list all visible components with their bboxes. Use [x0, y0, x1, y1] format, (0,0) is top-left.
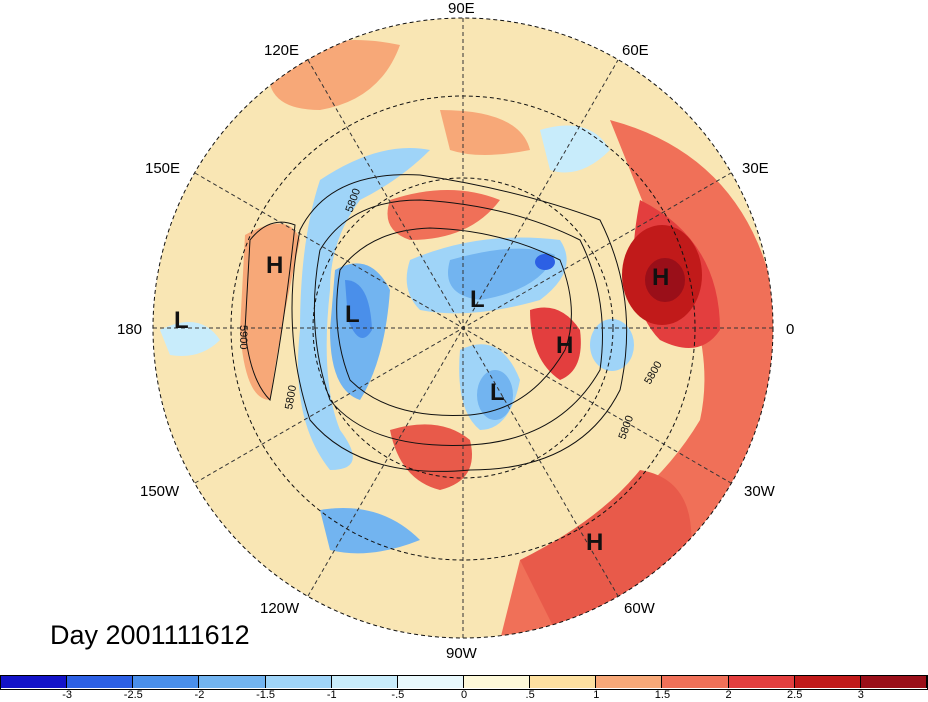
map-title: Day 2001111612 [50, 620, 250, 650]
colorbar-swatch [67, 675, 134, 688]
longitude-label: 150E [145, 160, 180, 177]
low-center-label: L [470, 286, 485, 313]
colorbar-tick-label: -1.5 [256, 689, 276, 701]
colorbar-swatch [530, 675, 597, 688]
colorbar-tick-label: 0 [460, 689, 468, 701]
colorbar-swatch [794, 675, 861, 688]
colorbar-tick-label: -.5 [391, 689, 405, 701]
colorbar-swatch [397, 675, 464, 688]
polar-stereographic-map: 5800 5900 5800 5800 5800 H L L L L H H H… [117, 0, 794, 662]
meridians [153, 18, 773, 638]
longitude-label: 90E [448, 0, 475, 17]
high-center-label: H [266, 252, 283, 279]
colorbar-swatch [199, 675, 266, 688]
colorbar-tick-label: 1 [593, 689, 600, 701]
low-center-label: L [174, 307, 189, 334]
colorbar-tick-label: 3 [857, 689, 864, 701]
colorbar-swatch [1, 675, 68, 688]
colorbar-tick-label: .5 [525, 689, 535, 701]
colorbar-swatch [331, 675, 398, 688]
colorbar-swatch [265, 675, 332, 688]
colorbar-swatch [133, 675, 200, 688]
colorbar-tick-label: 2.5 [787, 689, 803, 701]
colorbar-tick-label: 2 [725, 689, 732, 701]
longitude-label: 30W [744, 483, 776, 500]
longitude-label: 150W [140, 483, 180, 500]
colorbar-swatch [464, 675, 531, 688]
colorbar-tick-label: -2.5 [123, 689, 143, 701]
high-center-label: H [586, 529, 603, 556]
contour-label: 5800 [283, 384, 299, 410]
low-center-label: L [490, 379, 505, 406]
longitude-label: 90W [446, 645, 478, 662]
colorbar-swatch [728, 675, 795, 688]
colorbar: -3 -2.5 -2 -1.5 -1 -.5 0 .5 1 1.5 2 2.5 3 [0, 675, 928, 702]
longitude-label: 120E [264, 42, 299, 59]
low-center-label: L [345, 301, 360, 328]
longitude-label: 120W [260, 600, 300, 617]
colorbar-tick-label: -1 [326, 689, 337, 701]
longitude-label: 180 [117, 321, 142, 338]
colorbar-tick-label: 1.5 [654, 689, 671, 701]
colorbar-tick-label: -2 [194, 689, 205, 701]
longitude-label: 30E [742, 160, 769, 177]
longitude-label: 60W [624, 600, 656, 617]
colorbar-swatch [662, 675, 729, 688]
contour-label: 5900 [237, 325, 249, 349]
height-contours [244, 174, 628, 472]
colorbar-swatch [596, 675, 663, 688]
colorbar-tick-label: -3 [62, 689, 73, 701]
longitude-label: 0 [786, 321, 794, 338]
colorbar-frame [0, 675, 928, 690]
high-center-label: H [556, 332, 573, 359]
colorbar-swatch [860, 675, 927, 688]
longitude-label: 60E [622, 42, 649, 59]
high-center-label: H [652, 264, 669, 291]
